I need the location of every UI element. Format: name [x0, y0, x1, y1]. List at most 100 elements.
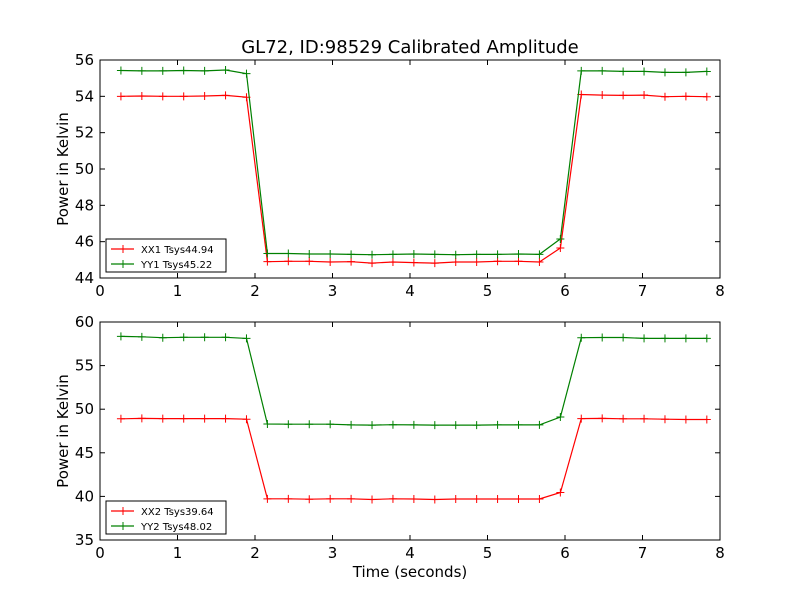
data-point [577, 414, 586, 423]
data-point [514, 420, 523, 429]
data-point [535, 258, 544, 267]
data-point [388, 250, 397, 259]
data-point [472, 258, 481, 267]
legend-label: YY2 Tsys48.02 [140, 522, 212, 533]
data-point [368, 250, 377, 259]
data-point [409, 250, 418, 259]
data-point [514, 257, 523, 266]
x-tick-label: 2 [250, 544, 260, 562]
legend: XX1 Tsys44.94 YY1 Tsys45.22 [105, 238, 227, 273]
data-point [681, 415, 690, 424]
y-tick-label: 60 [75, 313, 94, 331]
data-point [409, 420, 418, 429]
data-point [137, 91, 146, 100]
data-point [598, 66, 607, 75]
data-point [368, 495, 377, 504]
data-point [660, 415, 669, 424]
data-point [681, 92, 690, 101]
data-point [451, 250, 460, 259]
legend-marker [119, 245, 127, 253]
legend-marker [119, 522, 127, 530]
data-point [284, 257, 293, 266]
data-point [179, 66, 188, 75]
data-point [556, 234, 565, 243]
data-point [242, 415, 251, 424]
data-point [326, 250, 335, 259]
data-point [137, 66, 146, 75]
data-point [388, 420, 397, 429]
y-tick-label: 50 [75, 400, 94, 418]
data-point [493, 495, 502, 504]
data-point [430, 421, 439, 430]
series-2 [116, 332, 711, 430]
data-point [263, 257, 272, 266]
data-point [116, 414, 125, 423]
data-point [430, 250, 439, 259]
data-point [305, 250, 314, 259]
data-point [577, 333, 586, 342]
data-point [347, 420, 356, 429]
data-point [660, 68, 669, 77]
data-point [640, 67, 649, 76]
data-point [430, 495, 439, 504]
data-point [598, 91, 607, 100]
data-point [221, 414, 230, 423]
data-point [368, 421, 377, 430]
data-point [200, 91, 209, 100]
data-point [472, 250, 481, 259]
data-point [535, 250, 544, 259]
x-tick-label: 4 [405, 282, 415, 300]
data-point [514, 250, 523, 259]
data-point [326, 420, 335, 429]
data-point [347, 494, 356, 503]
data-point [221, 333, 230, 342]
data-point [556, 488, 565, 497]
y-tick-label: 44 [75, 269, 94, 287]
y-tick-label: 50 [75, 160, 94, 178]
x-tick-label: 7 [638, 544, 648, 562]
y-tick-label: 40 [75, 487, 94, 505]
x-tick-label: 7 [638, 282, 648, 300]
legend-label: YY1 Tsys45.22 [140, 260, 212, 271]
y-tick-label: 45 [75, 444, 94, 462]
data-point [137, 414, 146, 423]
data-point [640, 91, 649, 100]
data-point [200, 414, 209, 423]
data-point [451, 421, 460, 430]
x-tick-label: 1 [173, 544, 183, 562]
data-point [242, 69, 251, 78]
data-point [158, 66, 167, 75]
legend-box [105, 500, 227, 535]
data-point [598, 333, 607, 342]
figure-title: GL72, ID:98529 Calibrated Amplitude [241, 37, 579, 58]
data-point [409, 495, 418, 504]
y-tick-label: 52 [75, 124, 94, 142]
y-tick-label: 48 [75, 196, 94, 214]
x-axis-label: Time (seconds) [352, 563, 468, 581]
x-tick-label: 2 [250, 282, 260, 300]
legend-label: XX1 Tsys44.94 [141, 245, 214, 256]
x-tick-label: 8 [715, 544, 725, 562]
x-tick-label: 3 [328, 544, 338, 562]
data-point [263, 494, 272, 503]
data-point [179, 414, 188, 423]
data-point [200, 333, 209, 342]
data-point [137, 332, 146, 341]
data-point [263, 420, 272, 429]
data-point [535, 420, 544, 429]
data-point [221, 91, 230, 100]
data-point [619, 91, 628, 100]
data-point [263, 249, 272, 258]
x-tick-label: 6 [560, 544, 570, 562]
data-point [640, 334, 649, 343]
data-point [116, 92, 125, 101]
data-point [556, 244, 565, 253]
data-point [179, 333, 188, 342]
data-point [451, 258, 460, 267]
x-tick-label: 8 [715, 282, 725, 300]
data-point [598, 414, 607, 423]
data-point [116, 66, 125, 75]
data-point [388, 258, 397, 267]
